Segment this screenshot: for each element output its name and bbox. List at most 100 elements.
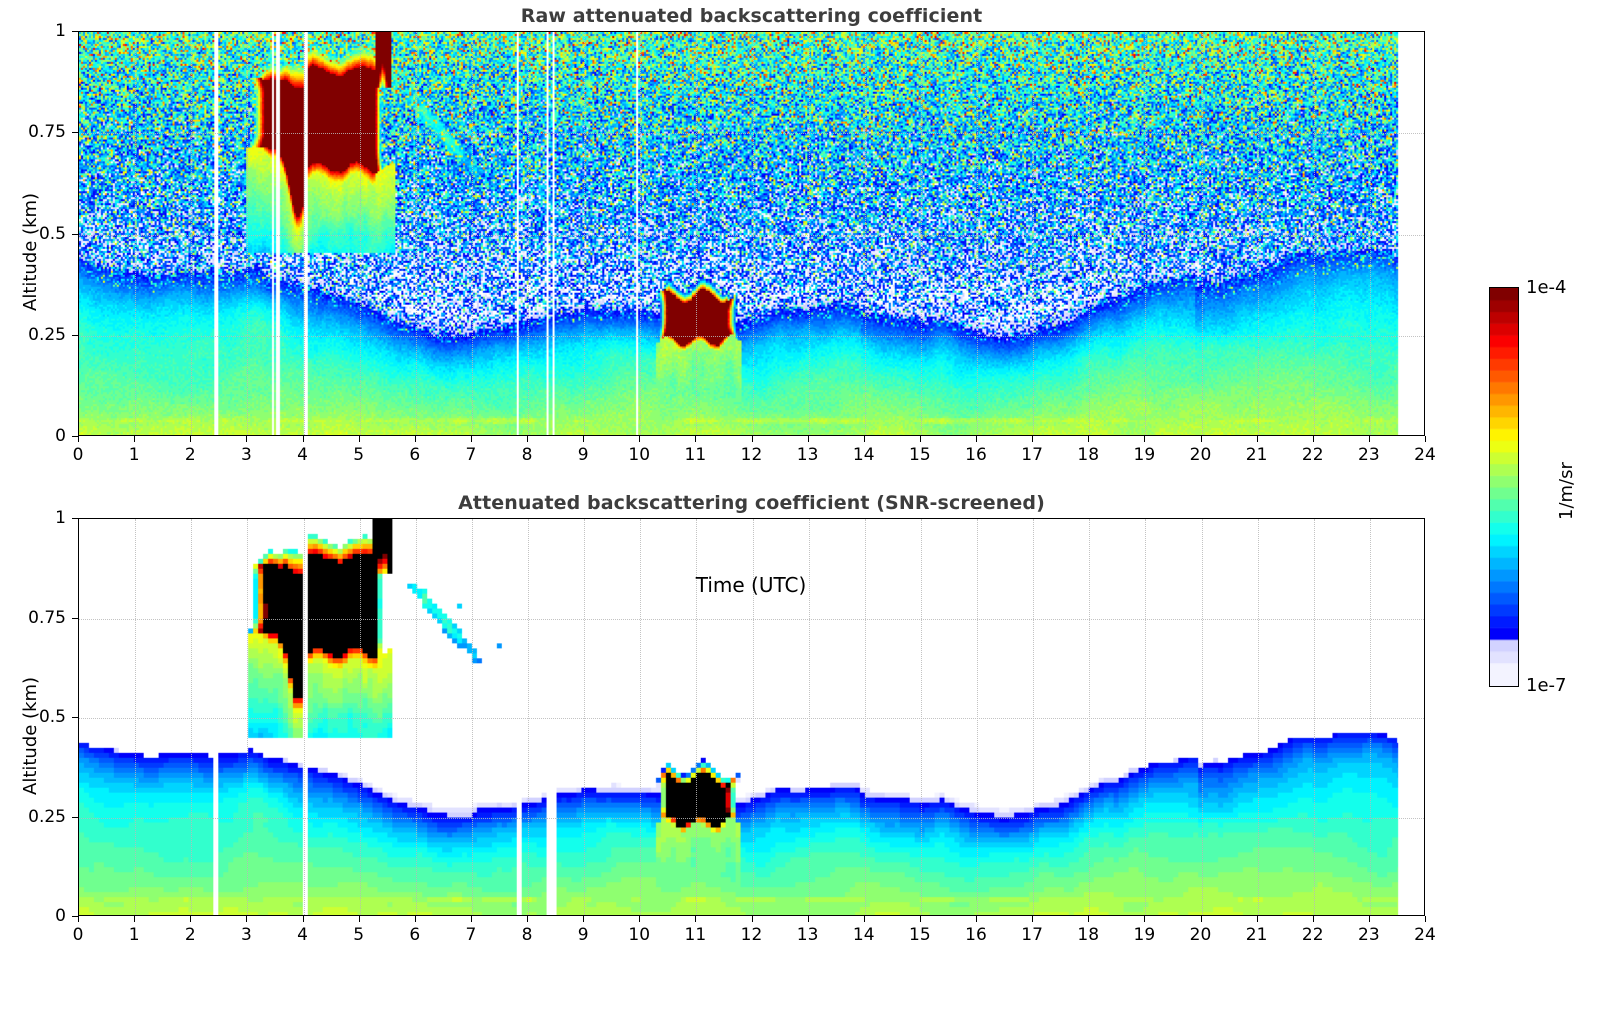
- x-tick-mark: [639, 916, 641, 922]
- x-tick-label: 15: [909, 925, 931, 945]
- x-tick-mark: [190, 436, 192, 442]
- x-tick-label: 3: [240, 925, 252, 945]
- x-tick-label: 18: [1077, 445, 1100, 465]
- y-tick-label: 1: [55, 508, 66, 528]
- x-tick-mark: [246, 916, 248, 922]
- x-tick-label: 9: [577, 445, 589, 465]
- x-tick-label: 24: [1414, 445, 1436, 465]
- x-tick-label: 18: [1077, 925, 1100, 945]
- x-tick-mark: [470, 916, 472, 922]
- y-tick-mark: [72, 132, 78, 134]
- y-tick-label: 0.5: [38, 223, 66, 244]
- x-tick-label: 1: [128, 445, 140, 465]
- x-tick-mark: [358, 436, 360, 442]
- y-tick-label: 1: [55, 21, 66, 41]
- x-tick-label: 24: [1414, 925, 1436, 945]
- x-tick-mark: [246, 436, 248, 442]
- x-tick-label: 10: [628, 925, 651, 945]
- x-tick-label: 13: [796, 445, 819, 465]
- x-tick-mark: [583, 436, 585, 442]
- x-tick-mark: [751, 916, 753, 922]
- colorbar-gradient[interactable]: [1489, 287, 1519, 687]
- y-tick-label: 0.75: [28, 607, 66, 628]
- x-tick-mark: [1200, 436, 1202, 442]
- x-tick-mark: [527, 436, 528, 442]
- x-tick-label: 21: [1245, 445, 1268, 465]
- x-tick-label: 15: [909, 445, 931, 465]
- x-tick-mark: [414, 436, 416, 442]
- panel-screened-axes[interactable]: [78, 518, 1425, 916]
- panel-screened-title: Attenuated backscattering coefficient (S…: [458, 492, 1045, 514]
- x-tick-label: 16: [965, 925, 987, 945]
- screened-backscatter-heatmap[interactable]: [79, 519, 1420, 915]
- x-tick-mark: [78, 436, 79, 442]
- raw-backscatter-heatmap[interactable]: [79, 32, 1420, 435]
- x-tick-label: 0: [72, 925, 84, 945]
- x-tick-mark: [1088, 916, 1090, 922]
- x-tick-mark: [1425, 436, 1426, 442]
- x-tick-label: 2: [184, 925, 196, 945]
- x-tick-mark: [134, 916, 136, 922]
- x-tick-mark: [1032, 916, 1034, 922]
- x-tick-mark: [358, 916, 360, 922]
- time-axis-label: Time (UTC): [695, 573, 807, 597]
- x-tick-label: 7: [465, 445, 477, 465]
- panel-raw-title: Raw attenuated backscattering coefficien…: [520, 5, 983, 27]
- x-tick-mark: [1368, 436, 1370, 442]
- x-tick-label: 13: [796, 925, 819, 945]
- x-tick-mark: [807, 436, 809, 442]
- x-tick-label: 0: [72, 445, 84, 465]
- x-tick-mark: [1144, 436, 1146, 442]
- y-tick-mark: [72, 617, 78, 619]
- x-tick-label: 20: [1189, 445, 1212, 465]
- x-tick-label: 16: [965, 445, 987, 465]
- x-tick-mark: [1312, 916, 1314, 922]
- y-tick-mark: [72, 233, 78, 235]
- panel-raw: Raw attenuated backscattering coefficien…: [20, 5, 1436, 465]
- x-tick-label: 4: [297, 445, 308, 465]
- y-tick-mark: [72, 916, 78, 917]
- x-tick-label: 11: [684, 925, 707, 945]
- panel-screened: Attenuated backscattering coefficient (S…: [20, 492, 1436, 945]
- x-tick-mark: [695, 916, 697, 922]
- x-tick-label: 17: [1021, 445, 1043, 465]
- x-tick-label: 14: [852, 925, 875, 945]
- x-tick-mark: [470, 436, 472, 442]
- colorbar-max-label: 1e-4: [1526, 277, 1567, 298]
- x-tick-label: 6: [409, 445, 421, 465]
- x-tick-label: 19: [1133, 925, 1156, 945]
- x-tick-label: 7: [465, 925, 477, 945]
- y-tick-mark: [72, 334, 78, 336]
- x-tick-mark: [751, 436, 753, 442]
- y-tick-label: 0.5: [38, 707, 66, 727]
- x-tick-label: 11: [684, 445, 707, 465]
- x-tick-mark: [1256, 916, 1258, 922]
- x-tick-mark: [1368, 916, 1370, 922]
- x-tick-label: 9: [577, 925, 589, 945]
- x-tick-mark: [583, 916, 585, 922]
- x-tick-mark: [134, 436, 136, 442]
- panel-raw-ylabel: Altitude (km): [20, 192, 41, 311]
- x-tick-label: 14: [852, 445, 875, 465]
- x-tick-label: 4: [297, 925, 308, 945]
- x-tick-mark: [919, 436, 921, 442]
- x-tick-label: 23: [1358, 445, 1380, 465]
- x-tick-mark: [1425, 916, 1426, 922]
- x-tick-mark: [414, 916, 416, 922]
- x-tick-label: 2: [184, 445, 196, 465]
- x-tick-mark: [302, 916, 304, 922]
- y-tick-label: 0.25: [28, 806, 66, 827]
- x-tick-mark: [1032, 436, 1034, 442]
- x-tick-label: 6: [409, 925, 421, 945]
- x-tick-label: 8: [521, 925, 533, 945]
- x-tick-label: 20: [1189, 925, 1212, 945]
- colorbar-min-label: 1e-7: [1526, 675, 1567, 696]
- x-tick-label: 19: [1133, 445, 1156, 465]
- panel-raw-axes[interactable]: [78, 31, 1425, 436]
- y-tick-label: 0: [55, 906, 66, 926]
- y-tick-mark: [72, 31, 78, 32]
- x-tick-mark: [863, 916, 865, 922]
- y-tick-mark: [72, 816, 78, 818]
- x-tick-mark: [863, 436, 865, 442]
